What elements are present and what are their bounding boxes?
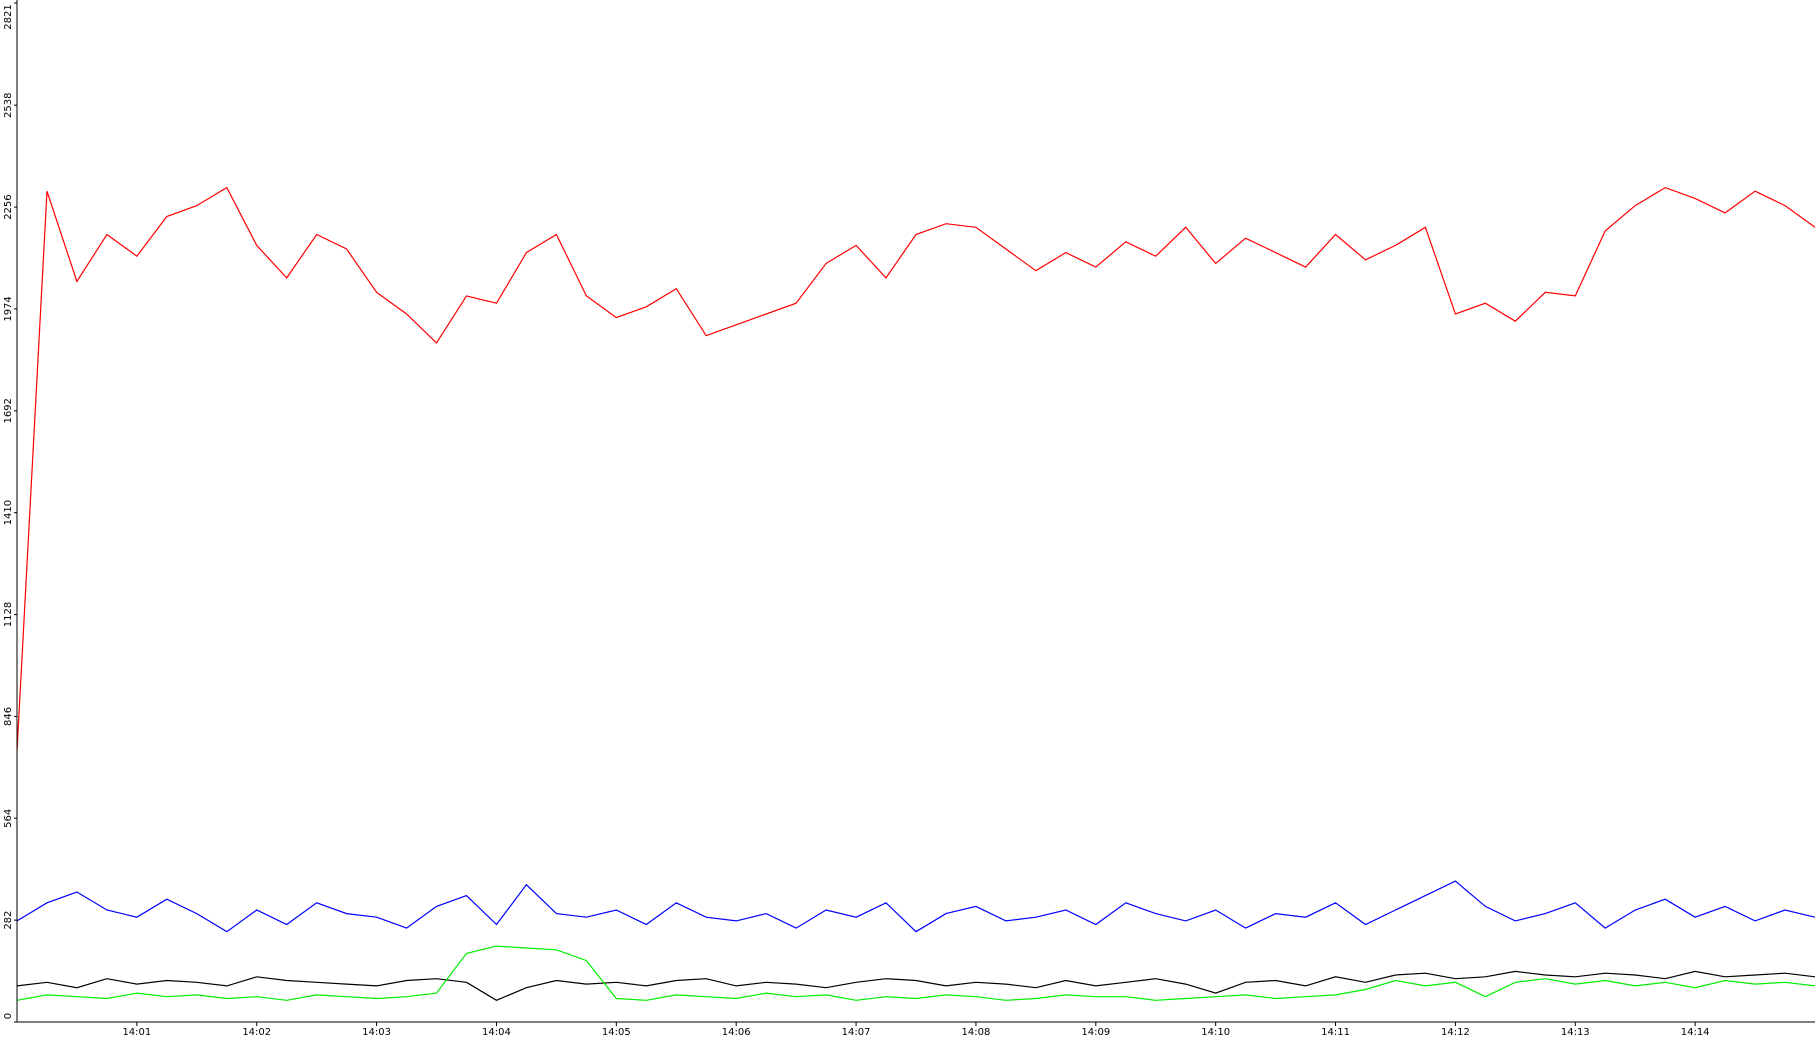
x-tick-label: 14:08: [962, 1027, 991, 1038]
series-line: [16, 970, 1815, 1001]
series-line: [16, 945, 1815, 1001]
x-tick-label: 14:10: [1201, 1027, 1230, 1038]
y-tick-label: 846: [3, 707, 14, 726]
series-line: [16, 880, 1815, 933]
x-tick-label: 14:12: [1441, 1027, 1470, 1038]
x-tick-label: 14:02: [242, 1027, 271, 1038]
y-tick-label: 2256: [3, 194, 14, 219]
x-tick-label: 14:03: [362, 1027, 391, 1038]
x-tick-label: 14:07: [842, 1027, 871, 1038]
x-tick-label: 14:14: [1681, 1027, 1710, 1038]
y-tick-label: 1974: [3, 296, 14, 321]
x-tick-label: 14:11: [1321, 1027, 1350, 1038]
y-tick-label: 1410: [3, 500, 14, 525]
y-tick-label: 564: [3, 809, 14, 828]
y-tick-label: 1128: [3, 602, 14, 627]
x-tick-label: 14:13: [1561, 1027, 1590, 1038]
x-tick-label: 14:06: [722, 1027, 751, 1038]
x-tick-label: 14:04: [482, 1027, 511, 1038]
series-line: [16, 186, 1815, 752]
x-tick-label: 14:01: [122, 1027, 151, 1038]
y-tick-label: 1692: [3, 398, 14, 423]
y-tick-label: 2538: [3, 92, 14, 117]
x-tick-label: 14:05: [602, 1027, 631, 1038]
y-tick-label: 2821: [3, 4, 14, 29]
y-tick-label: 0: [3, 1013, 14, 1019]
x-tick-label: 14:09: [1081, 1027, 1110, 1038]
y-tick-label: 282: [3, 911, 14, 930]
